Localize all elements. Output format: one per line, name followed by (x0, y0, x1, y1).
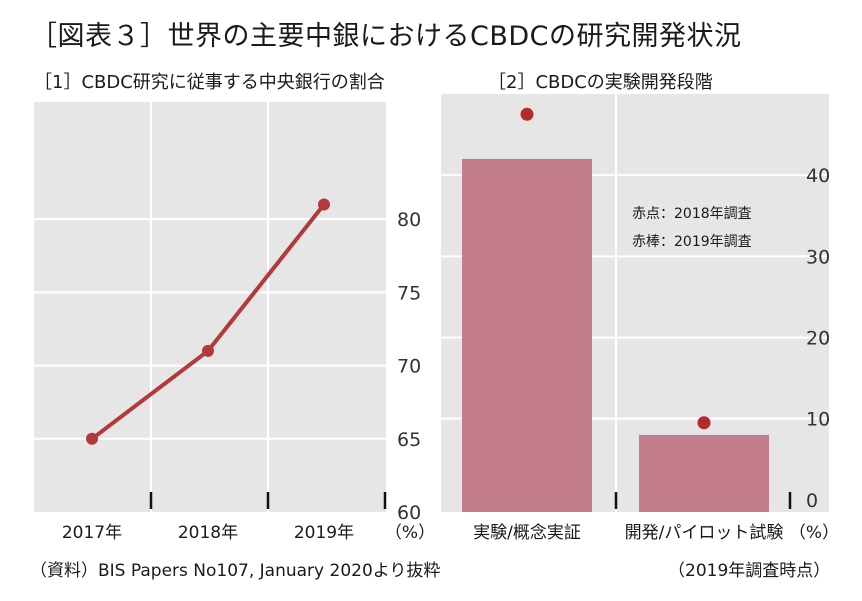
chart1-point-0 (86, 432, 98, 445)
chart1-xlabel-1: 2018年 (178, 523, 238, 543)
chart1-unit-label: （%） (385, 523, 435, 543)
chart2-ytick-30: 30 (806, 246, 830, 268)
chart1-ytick-80: 80 (397, 209, 421, 231)
chart2-ytick-40: 40 (806, 165, 830, 187)
chart2-legend-points: 赤点：2018年調査 (632, 206, 752, 222)
chart2-xlabel-1: 開発/パイロット試験 (625, 523, 784, 543)
chart1-plot-area (34, 102, 386, 512)
chart2-ytick-10: 10 (806, 409, 830, 431)
chart2-bar-1 (639, 434, 769, 512)
page-title: ［図表３］世界の主要中銀におけるCBDCの研究開発状況 (30, 21, 742, 52)
source-note: （資料）BIS Papers No107, January 2020より抜粋 (30, 561, 441, 581)
line-chart: 60 65 70 75 80 2017年 2018年 2019年 （%） (34, 102, 435, 543)
chart1-ytick-60: 60 (397, 502, 421, 524)
chart2-legend-bars: 赤棒：2019年調査 (632, 234, 752, 250)
chart2-unit-label: （%） (789, 523, 839, 543)
chart2-ytick-20: 20 (806, 327, 830, 349)
chart2-ytick-0: 0 (806, 490, 818, 512)
chart2-title: ［2］CBDCの実験開発段階 (488, 72, 713, 93)
chart1-xlabel-0: 2017年 (62, 523, 122, 543)
chart1-ytick-70: 70 (397, 356, 421, 378)
chart1-ytick-75: 75 (397, 282, 421, 304)
chart1-xlabel-2: 2019年 (294, 523, 354, 543)
chart2-point-0 (520, 107, 534, 121)
chart1-ytick-65: 65 (397, 429, 421, 451)
chart2-xlabel-0: 実験/概念実証 (473, 522, 581, 543)
chart2-point-1 (697, 416, 711, 430)
survey-time-note: （2019年調査時点） (668, 561, 831, 581)
chart2-bar-0 (462, 158, 592, 512)
chart1-point-1 (202, 344, 214, 357)
chart1-title: ［1］CBDC研究に従事する中央銀行の割合 (34, 72, 385, 93)
chart1-point-2 (318, 198, 330, 211)
